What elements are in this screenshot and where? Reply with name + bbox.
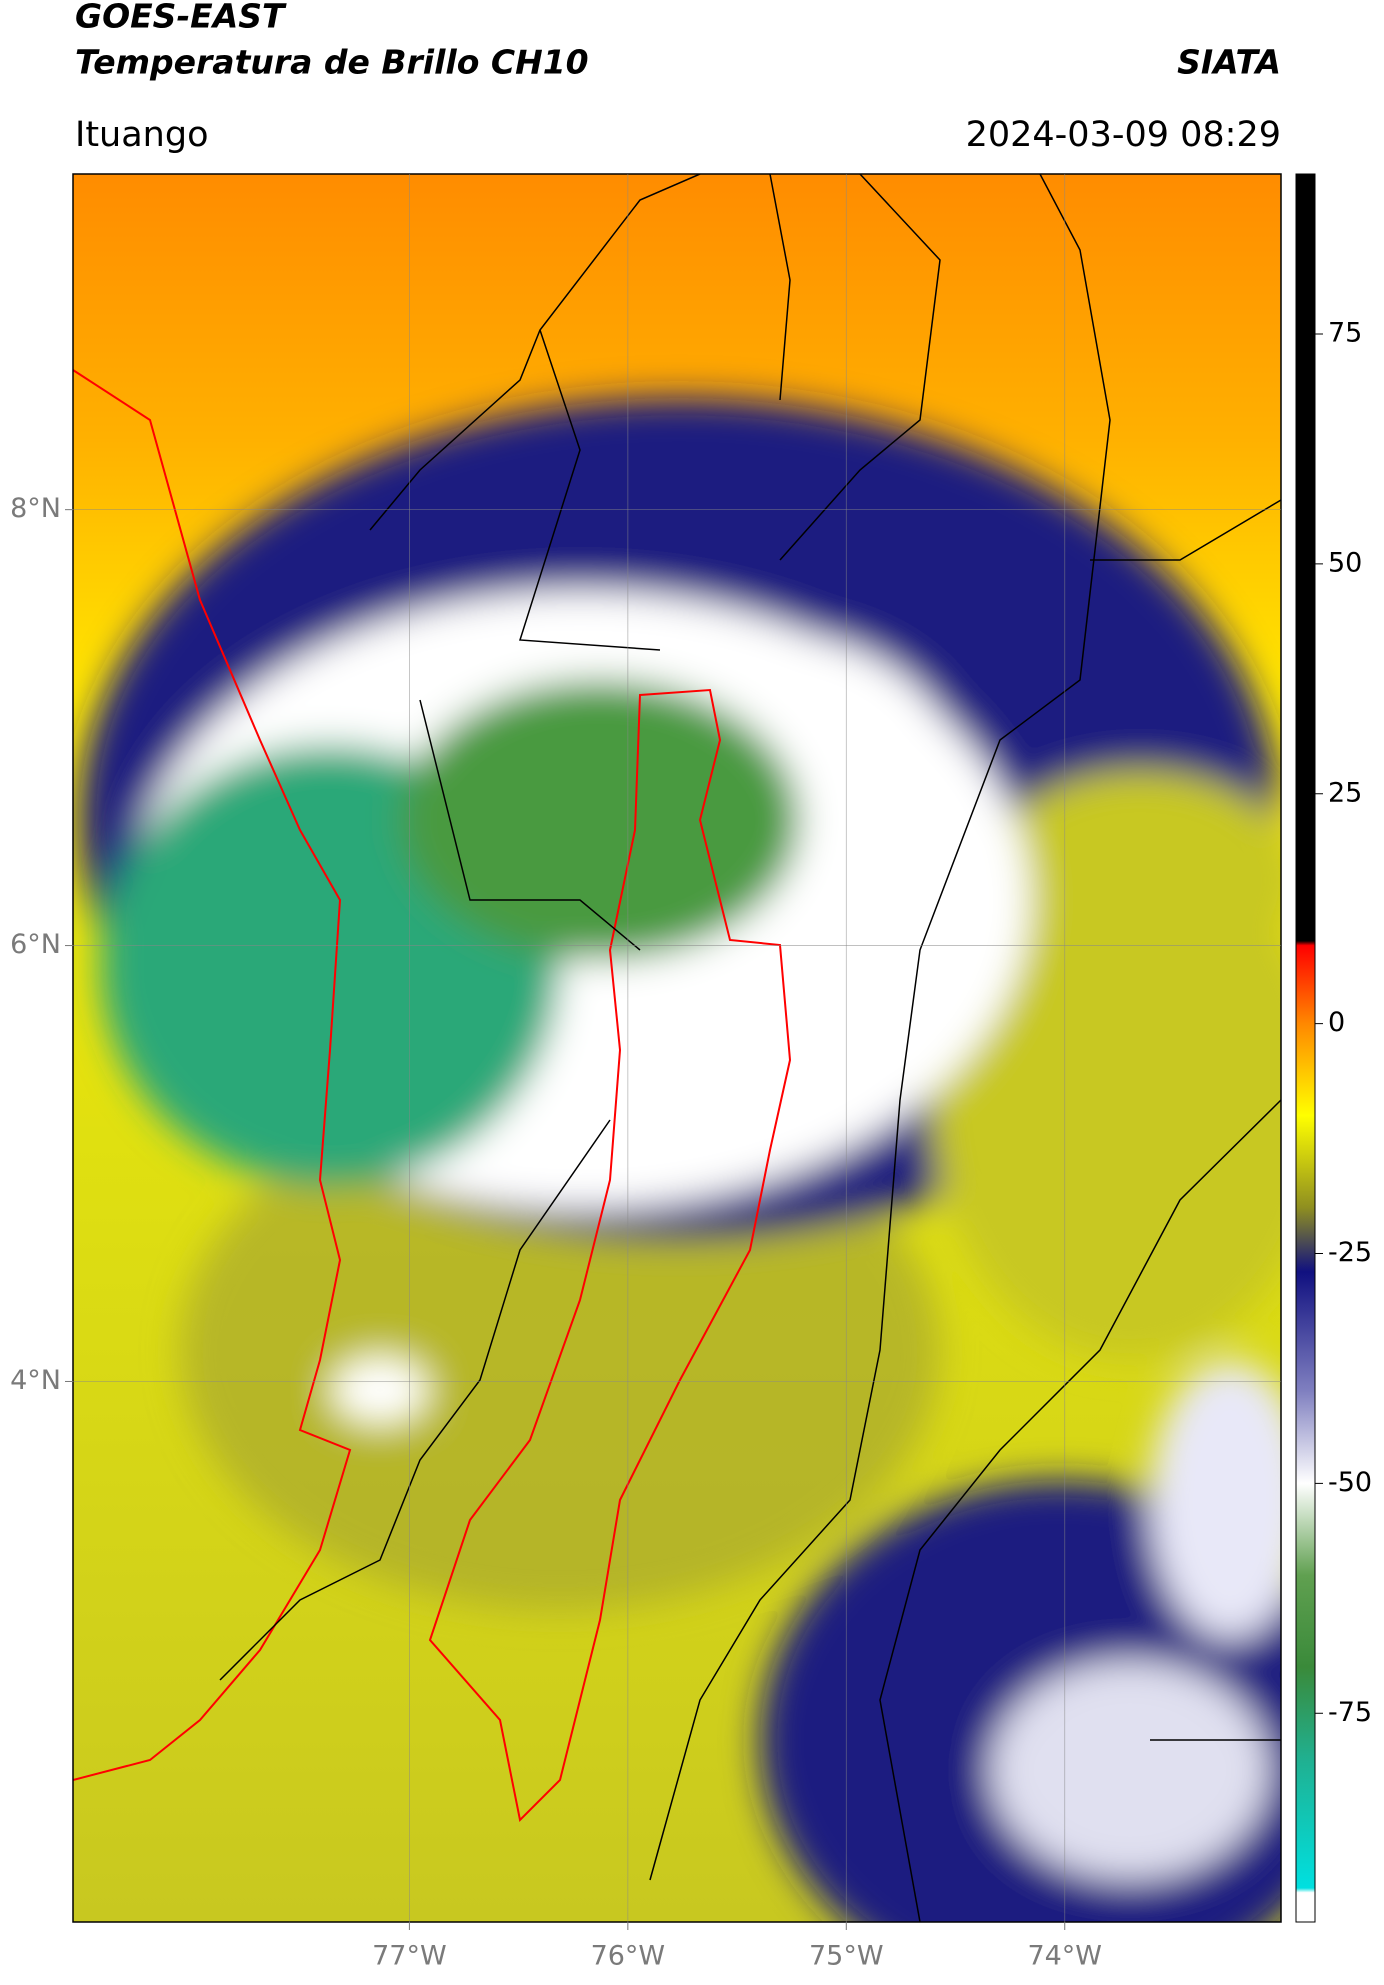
y-tick-label: 8°N <box>10 493 61 524</box>
y-tick-label: 4°N <box>10 1365 61 1396</box>
colorbar-tick-label: 50 <box>1328 547 1362 578</box>
colorbar-tick-label: 75 <box>1328 317 1362 348</box>
datetime: 2024-03-09 08:29 <box>966 115 1281 155</box>
colorbar-tick-label: -25 <box>1328 1237 1372 1268</box>
boundaries <box>219 174 1281 1922</box>
cloud <box>330 1355 430 1425</box>
map-frame <box>72 173 1282 1923</box>
colorbar <box>1295 173 1316 1923</box>
location: Ituango <box>75 115 209 155</box>
colorbar-tick-label: 25 <box>1328 777 1362 808</box>
region-outline <box>428 688 792 1823</box>
colorbar-tick-label: -50 <box>1328 1467 1372 1498</box>
title: GOES-EAST <box>75 0 287 36</box>
x-tick-label: 74°W <box>1027 1941 1102 1972</box>
subtitle: Temperatura de Brillo CH10 <box>75 43 589 82</box>
cloud <box>990 1660 1270 1880</box>
x-tick-label: 76°W <box>591 1941 666 1972</box>
x-tick-label: 75°W <box>809 1941 884 1972</box>
source: SIATA <box>1177 43 1281 82</box>
y-tick-label: 6°N <box>10 929 61 960</box>
colorbar-tick-label: -75 <box>1328 1697 1372 1728</box>
coastline <box>73 369 352 1781</box>
cloud-field <box>79 398 1281 1922</box>
cloud <box>400 680 800 960</box>
colorbar-tick-label: 0 <box>1328 1007 1345 1038</box>
x-tick-label: 77°W <box>372 1941 447 1972</box>
cloud <box>980 770 1281 990</box>
map-image <box>73 174 1281 1922</box>
cloud <box>1150 1360 1281 1640</box>
